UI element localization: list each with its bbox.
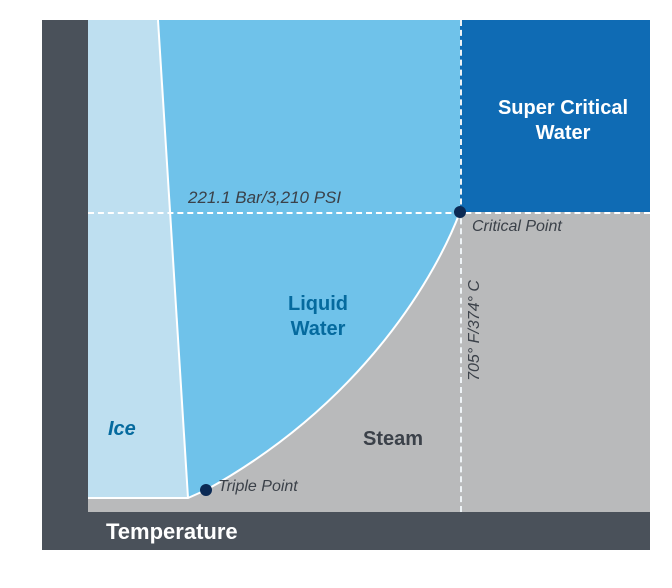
critical-point-label: Critical Point [472,218,562,236]
liquid-region [158,20,460,498]
critical-temperature-line [460,20,462,512]
supercritical-label: Super Critical Water [488,96,638,146]
y-axis-label: Pressure [10,276,36,370]
liquid-label: Liquid Water [263,292,373,342]
critical-pressure-line [88,212,650,214]
triple-point-label: Triple Point [218,478,298,496]
critical-temperature-label: 705° F/374° C [466,280,484,381]
critical-point-dot [454,206,466,218]
supercritical-label-l1: Super Critical [498,97,628,119]
triple-point-dot [200,484,212,496]
steam-label: Steam [363,428,423,451]
phase-diagram-frame: Super Critical Water Liquid Water Ice St… [42,20,650,550]
y-axis-bar [42,20,88,550]
ice-label: Ice [108,418,136,441]
critical-pressure-label: 221.1 Bar/3,210 PSI [188,188,341,208]
plot-area: Super Critical Water Liquid Water Ice St… [88,20,650,512]
liquid-label-l1: Liquid [288,293,348,315]
x-axis-label: Temperature [106,519,238,545]
liquid-label-l2: Water [291,318,346,340]
supercritical-label-l2: Water [536,122,591,144]
